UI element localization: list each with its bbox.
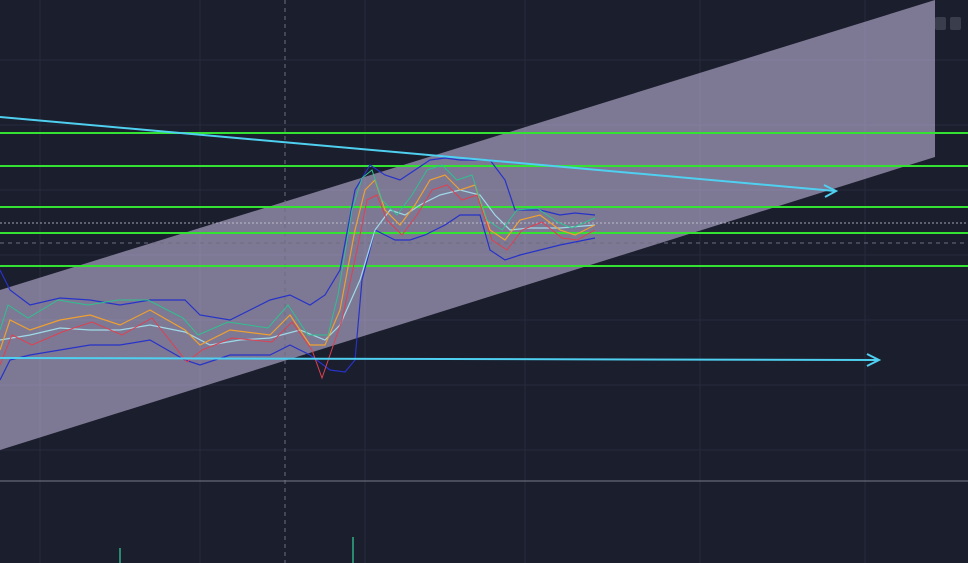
price-line [0,174,596,351]
arrow-head [823,184,839,198]
toolbar-button[interactable] [935,17,946,30]
candles-up [0,164,596,336]
horizontal-ray [0,357,879,361]
volume-bar [352,537,354,563]
parallel-channel [0,0,935,450]
arrow-head [866,353,882,367]
bollinger-lower [0,214,596,381]
trend-line [0,116,836,192]
bollinger-upper [0,157,596,321]
horizontal-levels [0,132,968,267]
candles-down [0,184,596,380]
volume-bar [119,548,121,563]
moving-average [0,189,596,346]
toolbar-button[interactable] [950,17,961,30]
